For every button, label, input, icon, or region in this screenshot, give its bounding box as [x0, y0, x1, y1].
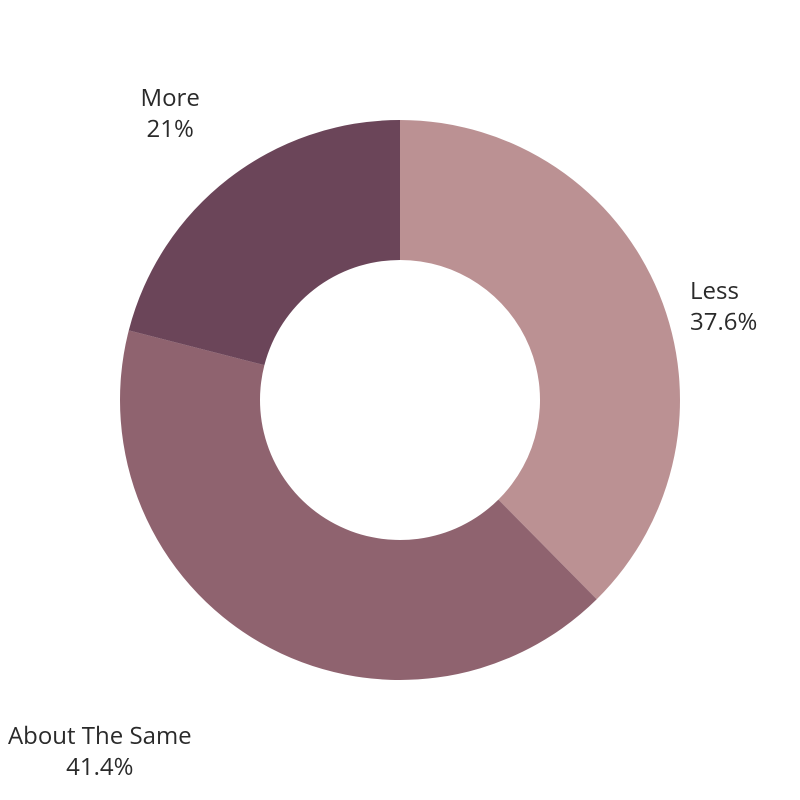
slice-label: More21% — [141, 82, 200, 144]
slice-label: Less37.6% — [690, 275, 757, 337]
donut-chart — [0, 0, 800, 800]
slice-label-name: Less — [690, 275, 757, 306]
slice-label-pct: 37.6% — [690, 306, 757, 337]
slice-label-pct: 41.4% — [8, 751, 192, 782]
slice-label-pct: 21% — [141, 113, 200, 144]
donut-slice — [129, 120, 400, 365]
slice-label-name: About The Same — [8, 720, 192, 751]
donut-slice — [400, 120, 680, 599]
slice-label: About The Same41.4% — [8, 720, 192, 782]
slice-label-name: More — [141, 82, 200, 113]
